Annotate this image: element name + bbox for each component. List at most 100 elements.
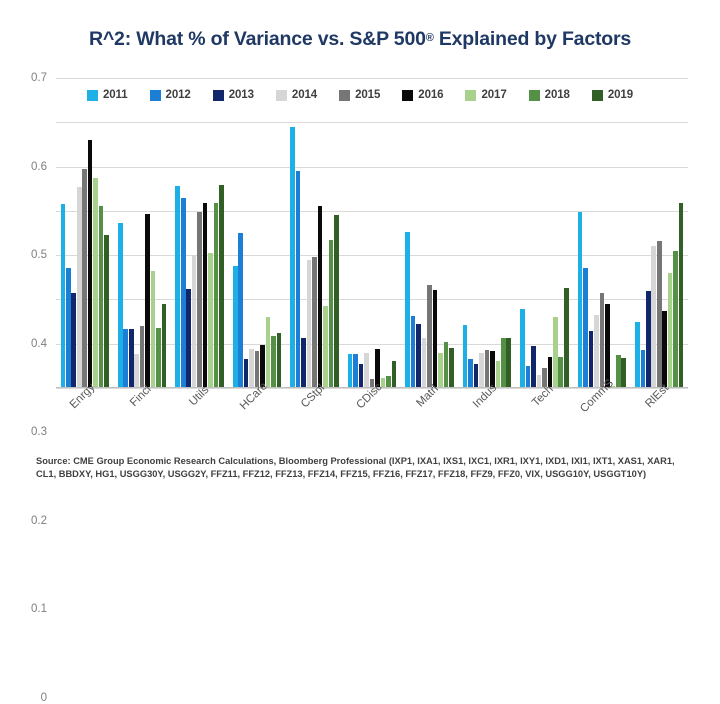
bar-Indus-2015[interactable] [484, 350, 490, 388]
bar-Tech-2012[interactable] [525, 365, 531, 388]
bar-Tech-2019[interactable] [563, 288, 569, 388]
legend-item-2016[interactable]: 2016 [402, 89, 444, 101]
bar-Enrgy-2017[interactable] [93, 177, 98, 388]
bar-Tech-2016[interactable] [547, 357, 553, 388]
bar-RlEst-2016[interactable] [662, 310, 668, 388]
bar-HCare-2011[interactable] [232, 266, 238, 388]
legend-item-2013[interactable]: 2013 [212, 89, 254, 101]
bar-CommS-2016[interactable] [604, 303, 610, 388]
bar-Fincl-2014[interactable] [134, 353, 139, 388]
bar-HCare-2019[interactable] [276, 332, 282, 388]
bar-Matrl-2014[interactable] [421, 338, 427, 388]
bar-Matrl-2018[interactable] [443, 341, 449, 388]
bar-HCare-2014[interactable] [249, 349, 254, 388]
bar-Matrl-2015[interactable] [427, 285, 432, 388]
bar-Indus-2017[interactable] [495, 361, 501, 388]
legend-item-2015[interactable]: 2015 [339, 89, 380, 101]
bar-Indus-2014[interactable] [479, 353, 484, 388]
bar-Utils-2016[interactable] [202, 203, 208, 388]
bar-Matrl-2017[interactable] [438, 352, 443, 388]
bar-CommS-2018[interactable] [615, 354, 621, 388]
bar-Tech-2018[interactable] [558, 357, 564, 388]
bar-CDisc-2018[interactable] [386, 375, 391, 388]
bar-Indus-2011[interactable] [462, 324, 468, 388]
bar-Enrgy-2015[interactable] [82, 168, 88, 388]
bar-Enrgy-2018[interactable] [98, 206, 104, 388]
bar-CDisc-2013[interactable] [358, 363, 364, 388]
bar-CommS-2011[interactable] [577, 211, 583, 388]
bar-Utils-2011[interactable] [175, 185, 181, 388]
bar-CDisc-2015[interactable] [369, 379, 375, 388]
bar-CommS-2013[interactable] [588, 331, 594, 388]
bar-Utils-2014[interactable] [191, 255, 197, 388]
bar-CStpl-2018[interactable] [328, 239, 334, 388]
bar-CStpl-2012[interactable] [295, 171, 301, 388]
bar-RlEst-2015[interactable] [656, 240, 662, 388]
bar-CStpl-2016[interactable] [317, 206, 323, 388]
bar-Tech-2011[interactable] [520, 309, 525, 388]
bar-CStpl-2013[interactable] [301, 338, 306, 388]
bar-RlEst-2013[interactable] [646, 290, 651, 388]
bar-Fincl-2019[interactable] [161, 303, 167, 388]
bar-Indus-2019[interactable] [506, 337, 512, 388]
bar-Enrgy-2013[interactable] [71, 292, 77, 388]
bar-CStpl-2017[interactable] [323, 306, 328, 388]
bar-CDisc-2016[interactable] [375, 349, 380, 388]
bar-Enrgy-2014[interactable] [76, 186, 82, 388]
bar-Utils-2017[interactable] [208, 252, 213, 388]
bar-CDisc-2017[interactable] [380, 378, 386, 388]
bar-Indus-2018[interactable] [501, 337, 506, 388]
bar-CStpl-2019[interactable] [334, 215, 339, 388]
bar-Fincl-2018[interactable] [156, 328, 161, 388]
bar-Fincl-2017[interactable] [150, 270, 156, 388]
bar-Tech-2014[interactable] [536, 374, 542, 388]
bar-Indus-2012[interactable] [468, 359, 473, 388]
bar-Matrl-2019[interactable] [449, 348, 454, 388]
bar-RlEst-2011[interactable] [635, 322, 640, 388]
bar-CDisc-2012[interactable] [353, 353, 358, 388]
bar-Utils-2013[interactable] [186, 288, 191, 388]
bar-Enrgy-2012[interactable] [66, 268, 71, 388]
bar-CommS-2014[interactable] [594, 314, 599, 388]
bar-HCare-2012[interactable] [238, 233, 243, 388]
bar-Indus-2016[interactable] [490, 351, 495, 388]
bar-CStpl-2015[interactable] [312, 257, 317, 388]
legend-item-2012[interactable]: 2012 [149, 89, 191, 101]
bar-Utils-2019[interactable] [219, 185, 224, 388]
bar-Matrl-2012[interactable] [410, 315, 416, 388]
bar-Utils-2018[interactable] [213, 202, 219, 388]
bar-Fincl-2015[interactable] [139, 326, 145, 388]
bar-Utils-2015[interactable] [197, 211, 202, 388]
bar-RlEst-2019[interactable] [678, 202, 684, 388]
bar-HCare-2018[interactable] [271, 335, 276, 388]
bar-CStpl-2014[interactable] [306, 259, 312, 388]
bar-Fincl-2016[interactable] [145, 213, 150, 388]
bar-Fincl-2011[interactable] [118, 223, 123, 388]
bar-Indus-2013[interactable] [473, 363, 479, 388]
bar-Fincl-2013[interactable] [128, 329, 134, 388]
bar-CDisc-2011[interactable] [347, 353, 353, 388]
bar-CDisc-2019[interactable] [391, 360, 397, 388]
bar-Enrgy-2019[interactable] [104, 235, 109, 388]
bar-CStpl-2011[interactable] [290, 126, 295, 388]
bar-HCare-2017[interactable] [265, 317, 271, 388]
bar-Tech-2013[interactable] [531, 345, 536, 388]
bar-CommS-2012[interactable] [583, 268, 588, 388]
bar-CommS-2017[interactable] [610, 385, 616, 388]
bar-RlEst-2012[interactable] [640, 350, 646, 388]
legend-item-2019[interactable]: 2019 [591, 89, 633, 101]
bar-Tech-2017[interactable] [552, 317, 558, 388]
bar-Enrgy-2011[interactable] [60, 204, 66, 388]
bar-Enrgy-2016[interactable] [87, 140, 93, 388]
legend-item-2018[interactable]: 2018 [528, 89, 570, 101]
legend-item-2017[interactable]: 2017 [465, 89, 507, 101]
bar-Tech-2015[interactable] [542, 368, 547, 388]
bar-Utils-2012[interactable] [180, 198, 186, 388]
legend-item-2014[interactable]: 2014 [275, 89, 317, 101]
bar-RlEst-2014[interactable] [651, 246, 657, 388]
bar-CommS-2019[interactable] [621, 357, 626, 388]
bar-CDisc-2014[interactable] [364, 353, 369, 388]
bar-HCare-2013[interactable] [243, 358, 249, 388]
bar-Fincl-2012[interactable] [123, 329, 129, 388]
bar-CommS-2015[interactable] [599, 292, 605, 388]
